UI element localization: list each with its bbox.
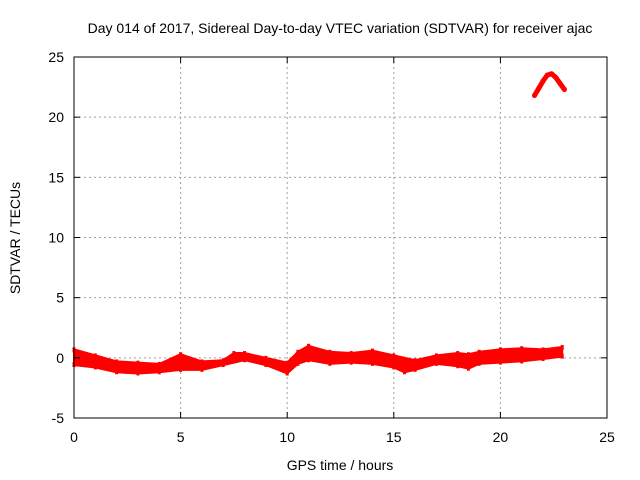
y-axis-label: SDTVAR / TECUs [7,182,23,294]
series-arc-point [532,93,538,99]
y-tick-label: 20 [48,109,64,125]
series-arc-point [544,72,550,78]
x-tick-label: 15 [386,429,402,445]
y-tick-label: 5 [56,290,64,306]
y-tick-label: 10 [48,230,64,246]
series-arc-point [557,80,563,86]
data-series [72,71,567,376]
y-tick-label: 0 [56,350,64,366]
series-arc-point [549,71,555,77]
series-arc-point [540,78,546,84]
x-tick-label: 5 [177,429,185,445]
series-arc-point [553,74,559,80]
axis-ticks: 0 5 10 15 20 25 -5 0 5 10 15 20 25 [48,49,615,445]
x-axis-label: GPS time / hours [287,457,394,473]
y-tick-label: -5 [52,410,65,426]
series-arc-point [536,85,542,91]
y-tick-label: 25 [48,49,64,65]
x-tick-label: 25 [599,429,615,445]
chart-title: Day 014 of 2017, Sidereal Day-to-day VTE… [88,20,593,36]
x-tick-label: 0 [70,429,78,445]
x-tick-label: 20 [493,429,509,445]
x-tick-label: 10 [279,429,295,445]
series-arc-point [561,86,567,92]
y-tick-label: 15 [48,169,64,185]
